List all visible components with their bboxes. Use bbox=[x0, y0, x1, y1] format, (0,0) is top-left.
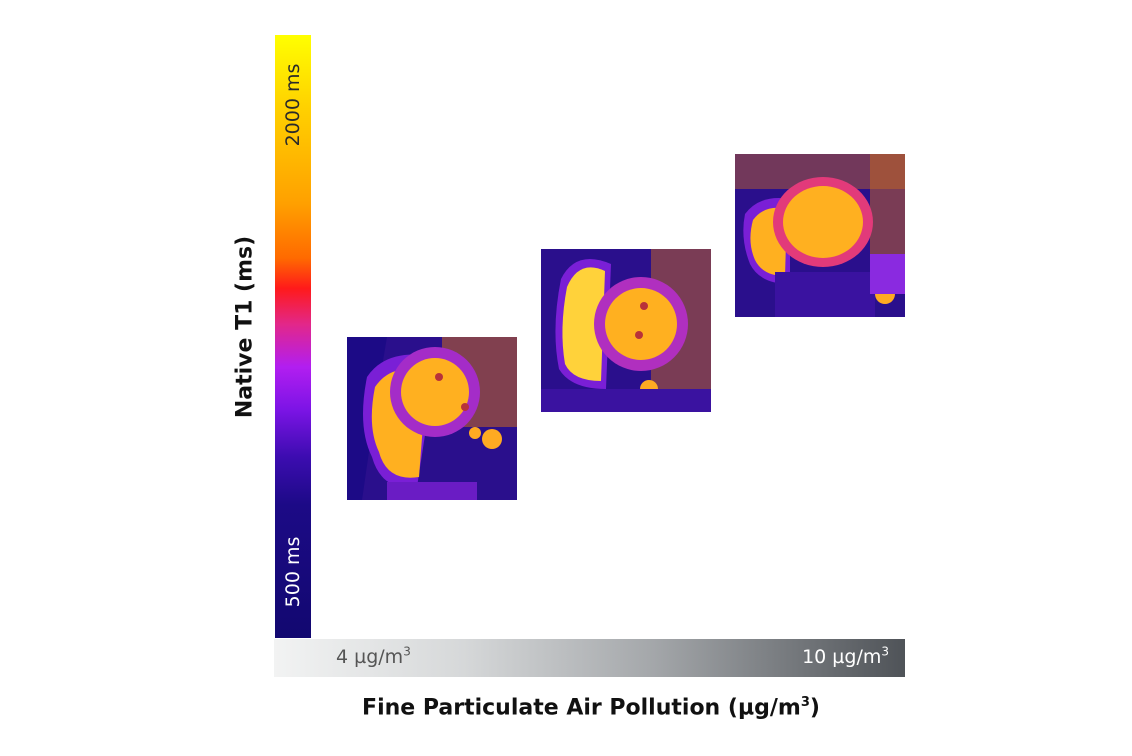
colorbar-min-label: 500 ms bbox=[282, 536, 304, 608]
y-axis-title: Native T1 (ms) bbox=[232, 235, 258, 419]
colorbar-max-label: 2000 ms bbox=[282, 63, 304, 147]
t1-colorbar bbox=[275, 35, 311, 638]
cardiac-mri-low-pollution bbox=[347, 337, 517, 500]
pollution-low-label: 4 µg/m3 bbox=[336, 644, 411, 668]
cardiac-mri-mid-pollution bbox=[541, 249, 711, 412]
pollution-high-label: 10 µg/m3 bbox=[802, 644, 889, 668]
x-axis-title: Fine Particulate Air Pollution (µg/m3) bbox=[362, 695, 820, 721]
cardiac-mri-high-pollution bbox=[735, 154, 905, 317]
pollution-gradient-bar: 4 µg/m3 10 µg/m3 bbox=[274, 639, 905, 677]
